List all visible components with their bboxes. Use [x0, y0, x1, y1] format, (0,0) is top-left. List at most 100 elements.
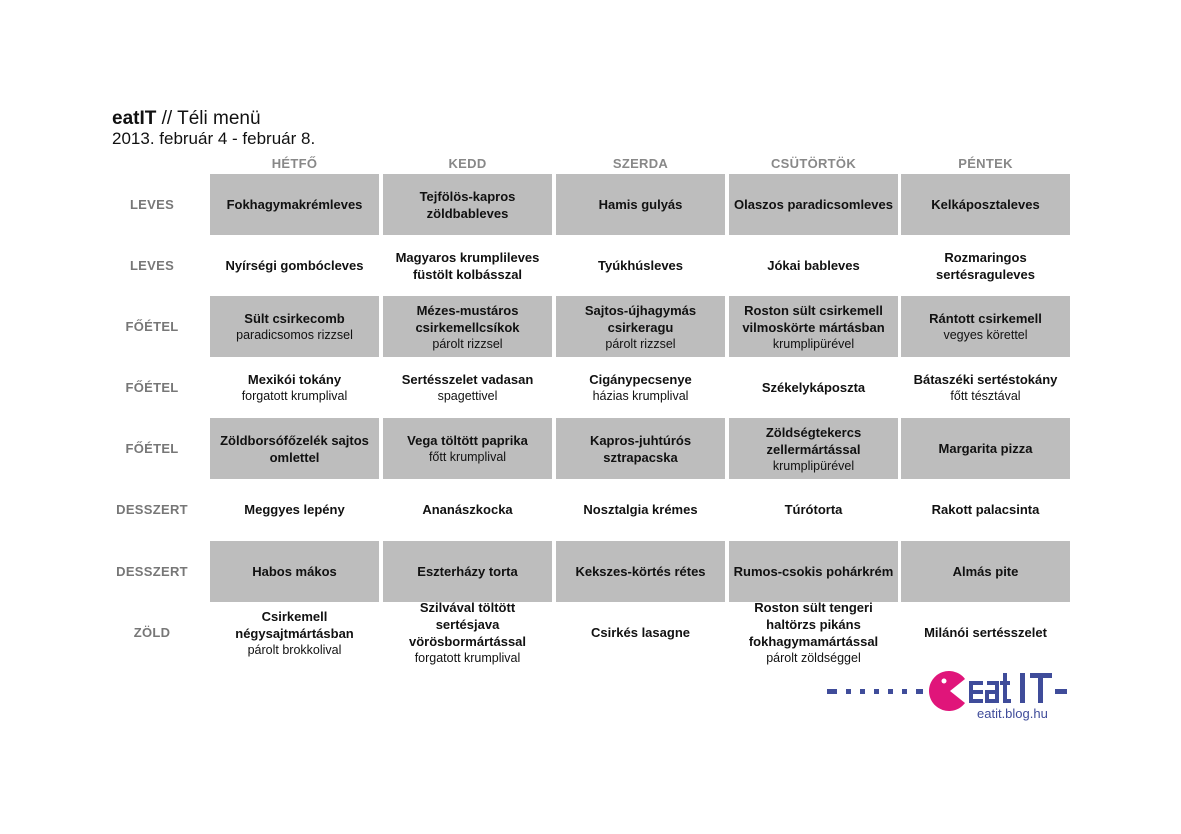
menu-cell: Kapros-juhtúrós sztrapacska [556, 418, 725, 479]
dish-name: Zöldborsófőzelék sajtos omlettel [220, 432, 369, 465]
dish-name: Mézes-mustáros csirkemellcsíkok [415, 302, 520, 335]
dish-name: Milánói sertésszelet [924, 625, 1047, 640]
menu-cell: Hamis gulyás [556, 174, 725, 235]
dish-name: Fokhagymakrémleves [226, 197, 363, 212]
menu-cell: Kekszes-körtés rétes [556, 541, 725, 602]
side-dish: vegyes körettel [943, 328, 1028, 342]
menu-cell: Zöldborsófőzelék sajtos omlettel [210, 418, 379, 479]
dish-name: Tejfölös-kapros zöldbableves [419, 188, 516, 221]
logo-dashes [827, 689, 1067, 694]
menu-cell: Meggyes lepény [210, 479, 379, 540]
dish-name: Ananászkocka [422, 502, 513, 517]
day-header-monday: HÉTFŐ [271, 156, 318, 171]
dish-name: Kekszes-körtés rétes [575, 564, 706, 579]
menu-cell: Eszterházy torta [383, 541, 552, 602]
eatit-logo [827, 671, 1067, 711]
dish-name: Tyúkhúsleves [597, 258, 684, 273]
day-header-thursday: CSÜTÖRTÖK [770, 156, 857, 171]
menu-cell: Nosztalgia krémes [556, 479, 725, 540]
side-dish: forgatott krumplival [241, 389, 348, 403]
brand-name: eatIT [112, 108, 157, 129]
menu-cell: Ananászkocka [383, 479, 552, 540]
menu-cell: Bátaszéki sertéstokány főtt tésztával [901, 357, 1070, 418]
menu-cell: Rumos-csokis pohárkrém [729, 541, 898, 602]
menu-cell: Sajtos-újhagymás csirkeragu párolt rizzse… [556, 296, 725, 357]
menu-cell: Roston sült csirkemell vilmoskörte mártá… [729, 296, 898, 357]
menu-cell: Milánói sertésszelet [901, 602, 1070, 663]
side-dish: párolt brokkolival [247, 642, 342, 657]
dish-name: Mexikói tokány [247, 372, 342, 387]
row-label: LEVES [129, 197, 175, 212]
dish-name: Nosztalgia krémes [583, 502, 698, 517]
dish-name: Kelkáposztaleves [931, 197, 1040, 212]
dish-name: Meggyes lepény [244, 502, 345, 517]
dish-name: Rumos-csokis pohárkrém [733, 564, 894, 579]
side-dish: paradicsomos rizzsel [236, 328, 353, 342]
dish-name: Szilvával töltött sertésjava vörösbormár… [408, 600, 527, 649]
side-dish: krumplipürével [772, 336, 855, 351]
dish-name: Túrótorta [784, 502, 843, 517]
title-text: // Téli menü [156, 108, 261, 129]
dish-name: Rakott palacsinta [931, 502, 1040, 517]
menu-cell: Sült csirkecomb paradicsomos rizzsel [210, 296, 379, 357]
menu-cell: Vega töltött paprika főtt krumplival [383, 418, 552, 479]
date-range: 2013. február 4 - február 8. [112, 129, 316, 148]
dish-name: Habos mákos [252, 564, 337, 579]
row-label: DESSZERT [116, 564, 188, 579]
side-dish: párolt rizzsel [605, 336, 676, 351]
dish-name: Hamis gulyás [598, 197, 683, 212]
dish-name: Kapros-juhtúrós sztrapacska [589, 432, 692, 465]
menu-cell: Jókai bableves [729, 235, 898, 296]
page-title: eatIT // Téli menü [112, 108, 315, 129]
dish-name: Magyaros krumplileves füstölt kolbásszal [395, 249, 540, 282]
menu-header: eatIT // Téli menü 2013. február 4 - feb… [112, 108, 315, 149]
menu-cell: Mézes-mustáros csirkemellcsíkok párolt ri… [383, 296, 552, 357]
dish-name: Rántott csirkemell [929, 311, 1042, 326]
menu-cell: Kelkáposztaleves [901, 174, 1070, 235]
blog-url[interactable]: eatit.blog.hu [977, 706, 1048, 721]
row-label: DESSZERT [116, 502, 188, 517]
dish-name: Jókai bableves [767, 258, 860, 273]
menu-cell: Túrótorta [729, 479, 898, 540]
row-label: FŐÉTEL [125, 380, 179, 395]
dish-name: Zöldségtekercs zellermártással [765, 424, 862, 457]
menu-cell: Rozmaringos sertésraguleves [901, 235, 1070, 296]
menu-cell: Olaszos paradicsomleves [729, 174, 898, 235]
dish-name: Vega töltött paprika [407, 433, 528, 448]
dish-name: Sajtos-újhagymás csirkeragu [584, 302, 697, 335]
menu-cell: Mexikói tokány forgatott krumplival [210, 357, 379, 418]
dish-name: Olaszos paradicsomleves [734, 197, 893, 212]
menu-cell: Csirkés lasagne [556, 602, 725, 663]
menu-cell: Csirkemell négysajtmártásban párolt brokk… [210, 602, 379, 663]
menu-cell: Rántott csirkemell vegyes körettel [901, 296, 1070, 357]
dish-name: Rozmaringos sertésraguleves [935, 249, 1035, 282]
menu-cell: Cigánypecsenye házias krumplival [556, 357, 725, 418]
row-label: FŐÉTEL [125, 441, 179, 456]
menu-cell: Szilvával töltött sertésjava vörösbormár… [383, 600, 552, 665]
menu-cell: Sertésszelet vadasan spagettivel [383, 357, 552, 418]
dish-name: Roston sült csirkemell vilmoskörte mártá… [742, 302, 885, 335]
side-dish: párolt rizzsel [432, 336, 503, 351]
dish-name: Margarita pizza [938, 441, 1033, 456]
side-dish: főtt tésztával [950, 389, 1021, 403]
dish-name: Csirkés lasagne [590, 625, 690, 640]
dish-name: Székelykáposzta [761, 380, 866, 395]
menu-cell: Margarita pizza [901, 418, 1070, 479]
side-dish: forgatott krumplival [414, 651, 521, 665]
day-header-tuesday: KEDD [448, 156, 487, 171]
dish-name: Sült csirkecomb [244, 311, 345, 326]
menu-cell: Tyúkhúsleves [556, 235, 725, 296]
side-dish: párolt zöldséggel [766, 651, 861, 665]
menu-cell: Rakott palacsinta [901, 479, 1070, 540]
row-label: LEVES [129, 258, 175, 273]
dish-name: Csirkemell négysajtmártásban [235, 608, 354, 641]
dish-name: Eszterházy torta [417, 564, 518, 579]
dish-name: Roston sült tengeri haltörzs pikáns fokh… [748, 600, 879, 649]
menu-cell: Fokhagymakrémleves [210, 174, 379, 235]
dish-name: Bátaszéki sertéstokány [913, 372, 1058, 387]
row-label: FŐÉTEL [125, 319, 179, 334]
pacman-icon [929, 671, 965, 711]
menu-cell: Habos mákos [210, 541, 379, 602]
menu-cell: Nyírségi gombócleves [210, 235, 379, 296]
menu-cell: Zöldségtekercs zellermártással krumplipür… [729, 418, 898, 479]
